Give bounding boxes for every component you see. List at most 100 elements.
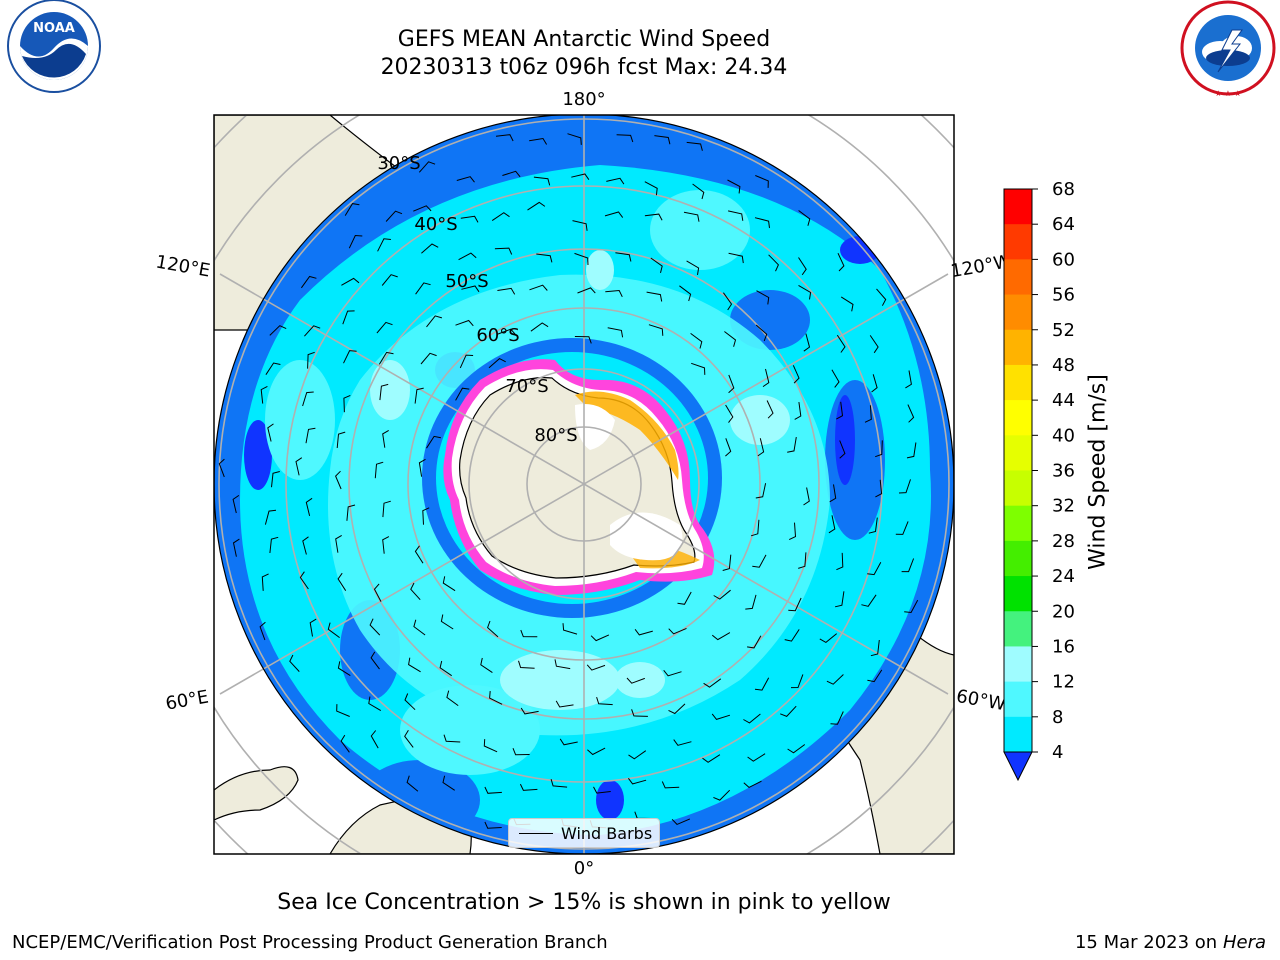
colorbar-tick-label: 8 (1052, 707, 1063, 728)
wind-barb (747, 635, 762, 649)
wind-barb (484, 821, 502, 829)
title-line-1: GEFS MEAN Antarctic Wind Speed (397, 27, 771, 52)
wind-barb (871, 374, 878, 393)
colorbar-segment (1004, 505, 1032, 542)
footer-date: 15 Mar 2023 on Hera (1075, 932, 1266, 953)
wind-barb (631, 709, 648, 717)
wind-barb (868, 517, 878, 534)
wind-barb (300, 275, 317, 289)
wind-barb (743, 713, 761, 724)
wind-barb (788, 522, 797, 541)
wind-barb (574, 336, 592, 344)
legend-label: Wind Barbs (561, 823, 653, 843)
wind-barb (605, 289, 623, 298)
wind-barb (876, 288, 887, 306)
wind-barb (691, 362, 706, 375)
wind-barb (668, 627, 687, 635)
wind-barb (218, 458, 225, 478)
wind-barb (336, 704, 350, 717)
wind-barb (374, 461, 384, 479)
wind-barb (382, 500, 391, 518)
wind-barb (404, 693, 416, 711)
wind-barb (442, 775, 455, 791)
wind-barb (654, 135, 671, 145)
wind-barb (752, 554, 767, 568)
wind-barb (869, 335, 879, 354)
wind-barb (798, 552, 807, 569)
wind-barb (305, 497, 313, 517)
wind-barb (725, 438, 732, 457)
wind-barb (559, 738, 578, 746)
wind-barb (341, 277, 360, 286)
colorbar-title: Wind Speed [m/s] (1085, 374, 1111, 570)
wind-barb (378, 351, 394, 365)
wind-barb (839, 440, 846, 459)
wind-barb (577, 287, 596, 294)
colorbar-tick-label: 60 (1052, 249, 1075, 270)
wind-barb (898, 479, 911, 494)
wind-barb (461, 285, 480, 293)
wind-barb (567, 133, 582, 145)
wind-barb (867, 562, 882, 576)
colorbar-segment (1004, 611, 1032, 647)
wind-barb (864, 405, 872, 423)
wind-barb (382, 429, 389, 448)
wind-barb (755, 324, 768, 342)
wind-barb (414, 545, 424, 564)
wind-barb (265, 362, 281, 375)
wind-barb (348, 234, 363, 249)
colorbar-tick-label: 44 (1052, 390, 1075, 411)
wind-barb (376, 321, 393, 334)
colorbar-tick-label: 68 (1052, 179, 1075, 200)
lat-label-50s: 50°S (445, 271, 488, 292)
wind-barb (264, 509, 277, 525)
wind-barb (530, 322, 549, 332)
wind-barb (727, 179, 741, 194)
wind-barb (343, 350, 357, 364)
wind-barb (491, 212, 510, 222)
wind-barb (555, 700, 574, 708)
wind-barb (907, 404, 915, 423)
lon-label-180: 180° (562, 89, 605, 110)
colorbar-segment (1004, 294, 1032, 331)
wind-barb (762, 368, 770, 388)
wind-barb (494, 247, 513, 255)
title-line-2: 20230313 t06z 096h fcst Max: 24.34 (380, 55, 788, 80)
wind-barb (650, 257, 663, 274)
wind-barb (408, 657, 421, 673)
wind-barb (690, 332, 703, 349)
wind-barb (904, 599, 919, 614)
wind-barb (661, 781, 680, 789)
wind-barb (533, 176, 551, 186)
wind-barb (837, 252, 845, 272)
wind-barb (755, 175, 769, 188)
wind-barb (790, 674, 804, 689)
sea-ice-note: Sea Ice Concentration > 15% is shown in … (277, 890, 891, 915)
wind-barb (572, 220, 588, 231)
wind-barb (415, 282, 431, 295)
colorbar-tick-label: 56 (1052, 285, 1075, 306)
wind-barb (616, 134, 634, 143)
wind-barb (607, 327, 624, 338)
wind-barb (483, 739, 498, 753)
footer-host: Hera (1222, 932, 1266, 953)
wind-barb (554, 659, 571, 670)
wind-barb (875, 440, 883, 458)
wind-barb (259, 621, 266, 641)
colorbar-extend-arrow (1003, 751, 1033, 782)
lon-label-60w: 60°W (955, 686, 1008, 715)
wind-barb (756, 290, 770, 305)
wind-barb (340, 734, 350, 753)
wind-barb (711, 632, 731, 641)
wind-barb (459, 354, 474, 369)
wind-barb (628, 778, 647, 785)
wind-barb (766, 400, 774, 419)
wind-barb (327, 622, 340, 639)
lon-label-120e: 120°E (154, 251, 212, 281)
wind-barb (840, 296, 854, 312)
wind-barb (420, 352, 437, 365)
colorbar-segment (1004, 189, 1032, 225)
wind-barb (875, 479, 883, 498)
wind-barb (373, 583, 382, 602)
wind-barb (673, 739, 692, 746)
